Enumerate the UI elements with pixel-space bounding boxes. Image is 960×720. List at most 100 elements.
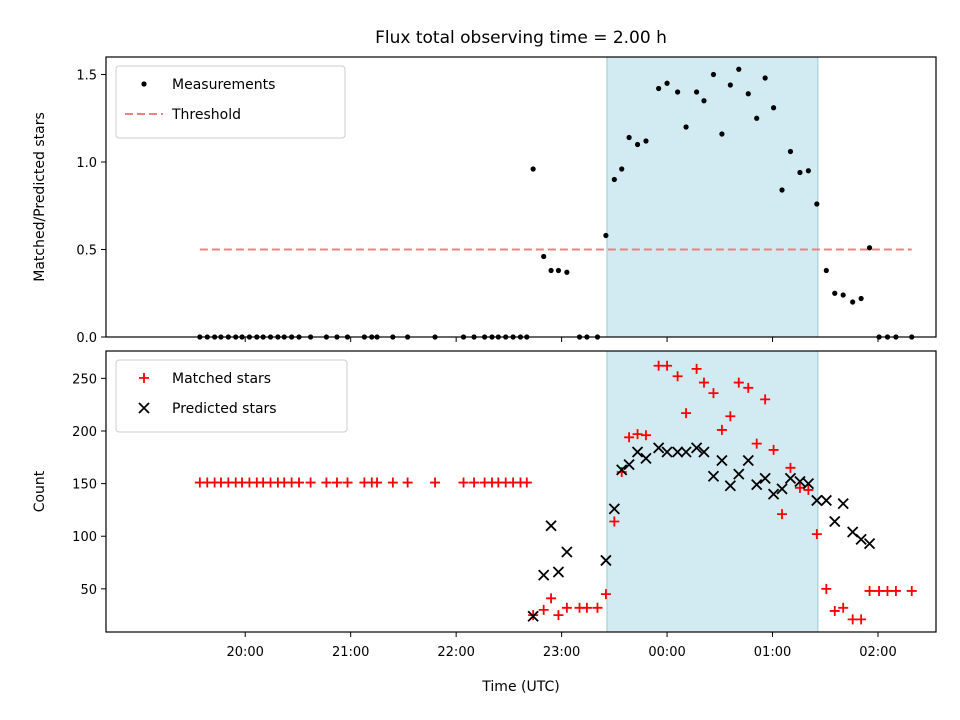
data-point	[546, 593, 557, 604]
data-point	[906, 585, 917, 596]
data-point	[608, 503, 620, 515]
data-point	[716, 454, 728, 467]
data-point	[719, 131, 725, 137]
axes-frame	[105, 350, 937, 633]
data-point	[561, 602, 572, 613]
data-point	[762, 75, 768, 81]
data-point	[681, 408, 692, 419]
data-point	[581, 602, 592, 613]
y-tick-label: 150	[72, 478, 97, 493]
data-point	[661, 446, 673, 458]
data-point	[701, 98, 707, 104]
x-tick-label: 00:00	[648, 645, 685, 660]
data-point	[850, 299, 856, 305]
data-point	[609, 516, 620, 527]
data-point	[767, 488, 780, 500]
data-point	[811, 494, 823, 507]
data-point	[759, 472, 771, 484]
series-1	[197, 66, 915, 340]
x-tick-label: 21:00	[332, 645, 369, 660]
legend-box	[115, 65, 346, 139]
data-point	[858, 295, 864, 302]
data-point	[664, 80, 670, 86]
data-point	[866, 245, 873, 251]
data-point	[797, 169, 803, 176]
data-point	[787, 148, 794, 155]
data-point	[805, 168, 811, 174]
legend-label: Measurements	[172, 77, 275, 93]
data-point	[821, 583, 832, 594]
data-point	[331, 477, 342, 488]
x-tick-label: 02:00	[859, 645, 896, 660]
data-point	[305, 477, 316, 488]
data-point	[829, 515, 841, 528]
data-point	[553, 610, 564, 621]
data-point	[710, 71, 717, 78]
data-point	[634, 141, 641, 148]
data-point	[611, 176, 617, 183]
y-tick-label: 0.0	[76, 331, 97, 346]
data-point	[680, 446, 692, 458]
legend-label: Matched stars	[172, 371, 271, 387]
data-point	[751, 438, 762, 449]
data-point	[820, 494, 832, 507]
data-point	[619, 166, 625, 172]
data-point	[545, 520, 557, 532]
data-point	[561, 546, 573, 558]
axes-frame	[105, 56, 937, 338]
data-point	[754, 115, 760, 121]
data-point	[552, 566, 565, 578]
data-point	[662, 360, 673, 371]
legend-label: Threshold	[171, 107, 241, 123]
data-point	[882, 585, 893, 596]
y-tick-label: 1.0	[76, 156, 97, 171]
data-point	[838, 602, 849, 613]
data-point	[321, 477, 332, 488]
data-point	[387, 477, 398, 488]
data-point	[342, 477, 353, 488]
data-point	[785, 462, 796, 473]
chart-title: Flux total observing time = 2.00 h	[375, 28, 667, 48]
y-tick-label: 200	[72, 425, 97, 440]
legend-marker	[139, 373, 149, 383]
data-point	[724, 480, 736, 492]
data-point	[779, 187, 785, 193]
data-point	[564, 269, 570, 275]
data-point	[293, 477, 304, 488]
legend-marker	[138, 402, 150, 414]
legend-label: Predicted stars	[172, 401, 277, 417]
data-point	[683, 124, 689, 130]
data-point	[725, 411, 736, 422]
data-point	[794, 475, 806, 488]
data-point	[742, 454, 754, 467]
data-point	[672, 371, 683, 382]
data-point	[652, 442, 665, 454]
data-point	[832, 290, 838, 296]
y-axis-label: Matched/Predicted stars	[32, 112, 48, 282]
legend-marker	[141, 81, 147, 87]
data-point	[847, 614, 858, 625]
y-axis-label: Count	[32, 470, 48, 512]
x-tick-label: 01:00	[754, 645, 791, 660]
legend: Measurements Threshold	[115, 65, 346, 139]
data-point	[671, 446, 684, 458]
data-point	[743, 382, 754, 393]
series-1	[194, 360, 917, 625]
x-axis-label: Time (UTC)	[481, 679, 559, 695]
data-point	[708, 388, 719, 399]
data-point	[864, 585, 875, 596]
data-point	[855, 533, 867, 546]
data-point	[690, 442, 703, 454]
data-point	[600, 554, 612, 567]
data-point	[829, 605, 840, 616]
y-tick-label: 100	[72, 530, 97, 545]
data-point	[548, 267, 554, 274]
x-tick-label: 23:00	[543, 645, 580, 660]
data-point	[840, 292, 846, 298]
data-point	[430, 477, 441, 488]
data-point	[632, 429, 643, 440]
data-point	[640, 430, 651, 441]
legend-box	[115, 359, 348, 433]
data-point	[776, 483, 788, 495]
data-point	[527, 610, 539, 622]
